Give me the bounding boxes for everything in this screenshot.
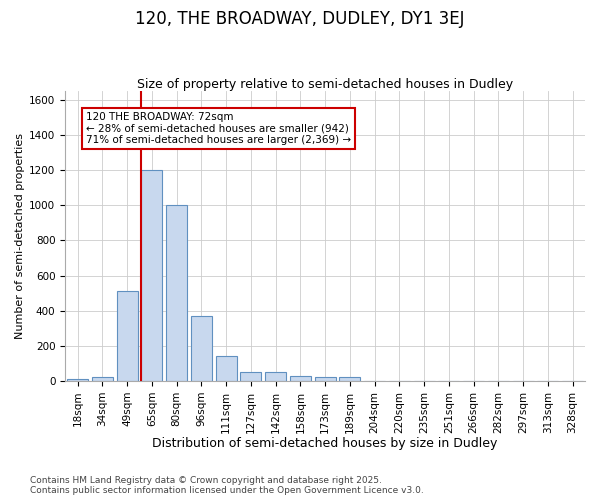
Text: 120 THE BROADWAY: 72sqm
← 28% of semi-detached houses are smaller (942)
71% of s: 120 THE BROADWAY: 72sqm ← 28% of semi-de…: [86, 112, 352, 146]
Y-axis label: Number of semi-detached properties: Number of semi-detached properties: [15, 133, 25, 339]
Bar: [215, 356, 236, 381]
Bar: [240, 372, 262, 381]
X-axis label: Distribution of semi-detached houses by size in Dudley: Distribution of semi-detached houses by …: [152, 437, 498, 450]
Bar: [166, 205, 187, 381]
Text: Contains HM Land Registry data © Crown copyright and database right 2025.
Contai: Contains HM Land Registry data © Crown c…: [30, 476, 424, 495]
Title: Size of property relative to semi-detached houses in Dudley: Size of property relative to semi-detach…: [137, 78, 513, 91]
Bar: [67, 379, 88, 381]
Bar: [92, 376, 113, 381]
Bar: [340, 376, 361, 381]
Bar: [290, 376, 311, 381]
Bar: [116, 292, 137, 381]
Bar: [141, 170, 163, 381]
Bar: [265, 372, 286, 381]
Bar: [191, 316, 212, 381]
Text: 120, THE BROADWAY, DUDLEY, DY1 3EJ: 120, THE BROADWAY, DUDLEY, DY1 3EJ: [135, 10, 465, 28]
Bar: [314, 376, 335, 381]
